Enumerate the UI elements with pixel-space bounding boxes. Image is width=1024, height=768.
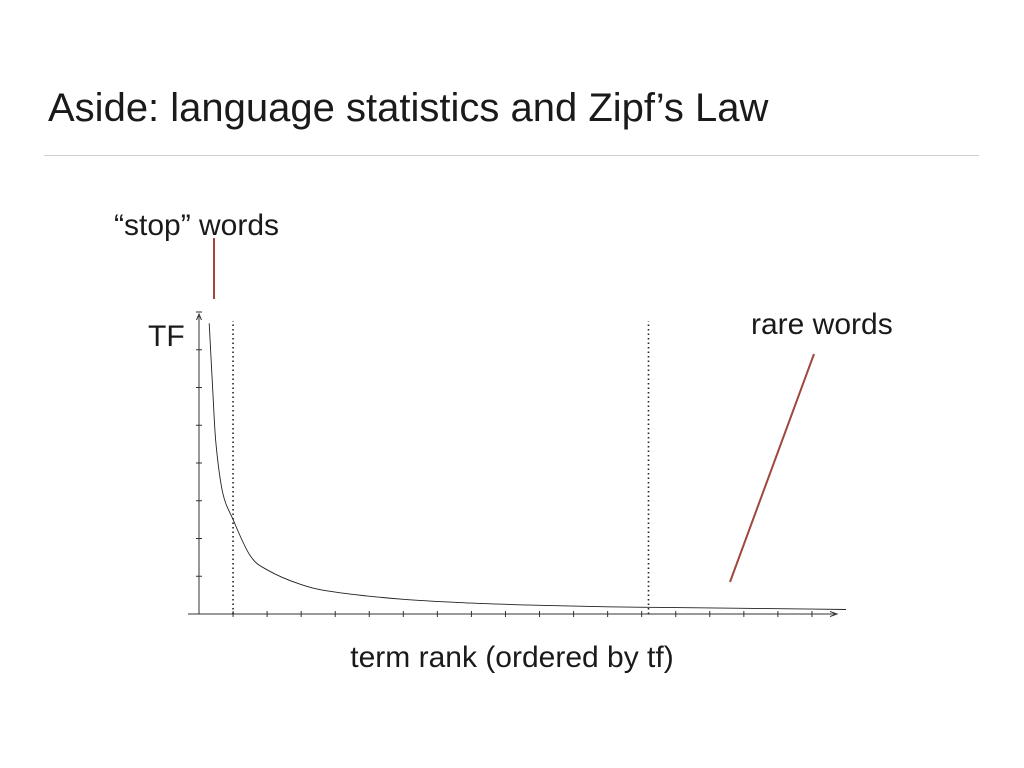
- x-axis-ticks: [232, 611, 813, 617]
- y-axis: [196, 311, 202, 614]
- y-axis-arrow: [196, 312, 202, 321]
- x-axis-label: term rank (ordered by tf): [350, 641, 673, 674]
- zipf-curve-series: [208, 323, 847, 610]
- title-divider: [44, 155, 979, 156]
- y-axis-ticks: [196, 311, 202, 577]
- cutoff-lines: [232, 321, 650, 614]
- rare-words-annotation: rare words: [751, 308, 893, 341]
- y-axis-label: TF: [148, 320, 185, 353]
- stop-words-annotation: “stop” words: [114, 209, 279, 242]
- slide-title: Aside: language statistics and Zipf’s La…: [48, 86, 769, 130]
- x-axis: [188, 611, 839, 617]
- x-axis-arrow: [829, 611, 839, 617]
- rare-words-pointer: [729, 353, 815, 583]
